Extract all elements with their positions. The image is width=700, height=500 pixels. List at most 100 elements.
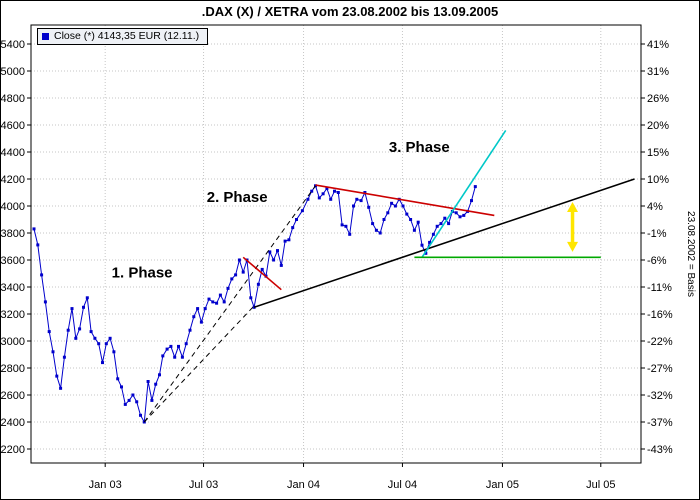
- close-price-marker: [306, 197, 310, 201]
- percent-axis-label: 41%: [647, 39, 669, 51]
- basis-axis-title: 23.08.2002 = Basis: [685, 211, 696, 297]
- close-price-marker: [268, 250, 272, 254]
- close-price-marker: [218, 293, 222, 297]
- phase3-resistance-red-line: [315, 184, 495, 217]
- close-price-marker: [340, 223, 344, 227]
- close-price-marker: [386, 211, 390, 215]
- target-range-yellow-arrow-up-head: [567, 201, 579, 212]
- close-price-marker: [40, 273, 44, 277]
- close-price-marker: [462, 213, 466, 217]
- close-price-marker: [276, 249, 279, 253]
- price-axis-label: 5000: [1, 66, 25, 78]
- price-axis-label: 2800: [1, 363, 25, 375]
- close-price-marker: [300, 209, 304, 213]
- legend-label: Close (*) 4143,35 EUR (12.11.): [54, 30, 200, 42]
- price-axis-label: 3600: [1, 255, 25, 267]
- x-axis-label: Jan 04: [287, 479, 320, 491]
- close-price-marker: [169, 344, 173, 348]
- close-price-marker: [196, 307, 200, 311]
- close-price-marker: [428, 240, 432, 244]
- close-price-marker: [165, 347, 169, 351]
- percent-axis-label: -16%: [647, 309, 673, 321]
- close-price-marker: [374, 228, 378, 232]
- price-axis-label: 4000: [1, 201, 25, 213]
- percent-axis-label: -27%: [647, 363, 673, 375]
- close-price-marker: [405, 212, 409, 216]
- close-price-marker: [416, 220, 420, 224]
- price-axis-label: 4600: [1, 120, 25, 132]
- long-term-support-black-line: [253, 178, 635, 309]
- target-range-yellow-arrow-down-head: [567, 241, 579, 252]
- close-price-marker: [70, 307, 74, 311]
- close-price-marker: [241, 270, 245, 274]
- percent-axis-label: 20%: [647, 120, 669, 132]
- close-price-marker: [272, 258, 276, 262]
- close-price-marker: [230, 277, 234, 281]
- close-price-marker: [177, 344, 180, 348]
- close-price-marker: [473, 185, 477, 189]
- close-price-marker: [355, 197, 359, 201]
- x-axis-label: Jan 03: [89, 479, 122, 491]
- close-price-marker: [359, 199, 363, 203]
- close-price-marker: [393, 204, 397, 208]
- price-axis-label: 2600: [1, 390, 25, 402]
- close-price-marker: [82, 305, 85, 309]
- close-price-marker: [97, 342, 101, 346]
- close-price-marker: [207, 297, 211, 301]
- close-price-marker: [295, 218, 298, 221]
- price-axis-label: 2200: [1, 444, 25, 456]
- close-price-marker: [112, 350, 116, 354]
- close-price-marker: [188, 328, 192, 332]
- phase2-dashed-trendline: [143, 185, 316, 423]
- close-price-marker: [287, 238, 291, 242]
- close-price-marker: [116, 377, 120, 381]
- close-price-marker: [173, 355, 177, 359]
- close-price-marker: [74, 336, 78, 340]
- phase1-correction-red-line: [242, 256, 282, 291]
- close-price-marker: [36, 243, 40, 247]
- close-price-marker: [291, 226, 295, 230]
- close-price-marker: [158, 373, 161, 377]
- close-price-marker: [435, 224, 439, 228]
- percent-axis-label: 31%: [647, 66, 669, 78]
- close-price-marker: [470, 199, 473, 203]
- close-price-marker: [199, 320, 203, 324]
- price-axis-label: 4800: [1, 93, 25, 105]
- close-price-marker: [180, 355, 184, 359]
- close-price-marker: [161, 354, 165, 358]
- percent-axis-label: -11%: [647, 282, 672, 294]
- close-price-marker: [424, 251, 428, 255]
- percent-axis-label: 26%: [647, 93, 669, 105]
- plot-border: [30, 24, 642, 464]
- close-price-marker: [367, 205, 371, 209]
- x-axis-label: Jul 03: [189, 479, 218, 491]
- x-axis-label: Jul 04: [388, 479, 417, 491]
- price-axis-label: 3400: [1, 282, 25, 294]
- close-price-marker: [348, 232, 352, 236]
- close-price-marker: [215, 301, 219, 305]
- close-price-marker: [352, 204, 355, 208]
- close-price-marker: [135, 400, 139, 404]
- close-price-marker: [85, 296, 89, 300]
- close-price-marker: [104, 342, 108, 346]
- close-price-marker: [62, 355, 66, 359]
- percent-axis-label: -32%: [647, 390, 673, 402]
- close-price-marker: [260, 267, 264, 271]
- percent-axis-label: 4%: [647, 201, 663, 213]
- close-price-marker: [390, 201, 394, 205]
- close-price-marker: [310, 189, 314, 193]
- close-price-marker: [382, 218, 386, 221]
- close-price-marker: [150, 398, 154, 402]
- close-price-marker: [443, 216, 447, 220]
- close-price-marker: [108, 336, 112, 340]
- close-price-marker: [401, 204, 405, 208]
- plot-background: [31, 25, 641, 463]
- close-price-marker: [47, 330, 51, 334]
- close-price-marker: [333, 189, 336, 193]
- close-price-marker: [363, 191, 367, 194]
- close-price-marker: [139, 413, 142, 417]
- percent-axis-label: -1%: [647, 228, 667, 240]
- breakout-cyan-line: [421, 129, 507, 258]
- legend-box[interactable]: Close (*) 4143,35 EUR (12.11.): [37, 28, 209, 45]
